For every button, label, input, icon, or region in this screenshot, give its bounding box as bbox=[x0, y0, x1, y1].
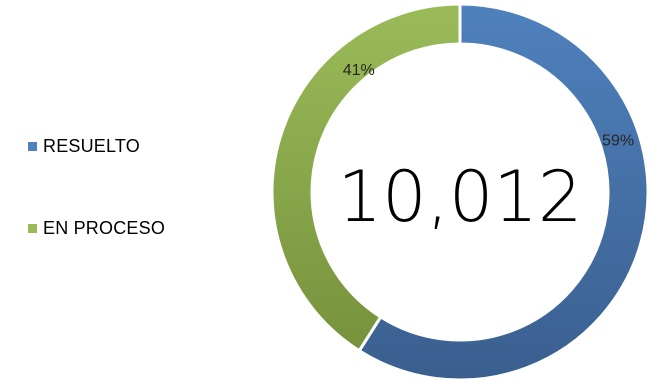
donut-slice-resuelto bbox=[357, 2, 650, 382]
legend-swatch-resuelto bbox=[28, 141, 37, 151]
legend: RESUELTO EN PROCESO bbox=[28, 131, 165, 295]
legend-item-en-proceso: EN PROCESO bbox=[28, 213, 165, 243]
center-total-label: 10,012 bbox=[338, 156, 583, 238]
slice-value-label-1: 41% bbox=[343, 62, 375, 79]
legend-item-resuelto: RESUELTO bbox=[28, 131, 165, 161]
legend-label-en-proceso: EN PROCESO bbox=[43, 217, 166, 238]
slice-value-label-0: 59% bbox=[602, 133, 634, 150]
donut-slice-en-proceso bbox=[270, 2, 462, 353]
legend-label-resuelto: RESUELTO bbox=[43, 135, 140, 156]
legend-swatch-en-proceso bbox=[28, 223, 37, 233]
